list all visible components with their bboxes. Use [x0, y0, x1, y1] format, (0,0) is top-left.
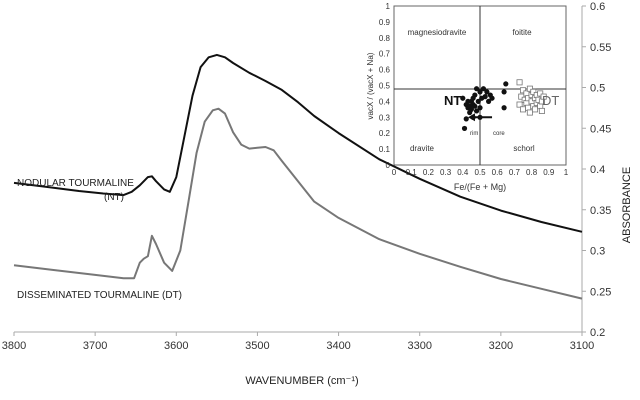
nt-point [460, 95, 466, 101]
inset-y-tick-label: 0.9 [379, 18, 391, 27]
main-x-tick-label: 3400 [326, 340, 350, 352]
main-y-tick-label: 0.6 [590, 1, 605, 13]
nt-point [482, 94, 488, 100]
main-y-tick-label: 0.55 [590, 42, 611, 54]
inset-x-tick-label: 0.5 [474, 168, 486, 177]
rim-core-arrowhead [467, 113, 475, 122]
main-x-ticks: 3800 3700 3600 3500 3400 3300 3200 3100 [2, 332, 594, 352]
region-label-dravite: dravite [410, 144, 435, 153]
main-chart: 3800 3700 3600 3500 3400 3300 3200 3100 0.2 0.25… [2, 1, 633, 387]
inset-y-tick-label: 0.6 [379, 66, 391, 75]
inset-x-tick-label: 0.3 [440, 168, 452, 177]
dt-point [526, 85, 533, 92]
annotation-nt-abbrev: (NT) [104, 192, 124, 203]
inset-y-axis-title: vacX / (vacX + Na) [366, 52, 375, 119]
arrow-label-core: core [493, 131, 505, 137]
inset-y-tick-label: 0.3 [379, 113, 391, 122]
dt-point [516, 101, 523, 108]
inset-x-ticks: 0 0.1 0.2 0.3 0.4 0.5 0.6 0.7 0.8 0.9 1 [392, 168, 569, 177]
main-x-tick-label: 3700 [83, 340, 107, 352]
main-x-tick-label: 3300 [407, 340, 431, 352]
dt-point [532, 106, 539, 113]
inset-y-tick-label: 1 [386, 2, 391, 11]
inset-chart: magnesiodravite foitite dravite schorl 0… [366, 2, 569, 192]
nt-point [473, 86, 480, 92]
dt-point [530, 88, 537, 95]
inset-y-tick-label: 0.1 [379, 145, 391, 154]
dt-point [537, 90, 544, 97]
main-y-tick-label: 0.4 [590, 164, 605, 176]
nt-point [480, 86, 487, 92]
dt-point [516, 79, 523, 86]
annotation-nt-name: NODULAR TOURMALINE [17, 178, 134, 189]
nt-point [501, 89, 507, 95]
main-y-tick-label: 0.5 [590, 83, 605, 95]
arrow-label-rim: rim [470, 131, 478, 137]
nt-point [463, 116, 469, 122]
inset-y-ticks: 0 0.1 0.2 0.3 0.4 0.5 0.6 0.7 0.8 0.9 1 [379, 2, 391, 170]
inset-x-tick-label: 0.8 [526, 168, 538, 177]
group-label-nt: NT [444, 93, 461, 108]
inset-x-tick-label: 0.6 [492, 168, 504, 177]
group-label-dt: DT [542, 93, 559, 108]
nt-point [472, 103, 478, 109]
nt-point [468, 106, 474, 112]
inset-x-tick-label: 0.2 [423, 168, 435, 177]
main-series [13, 53, 583, 300]
inset-y-tick-label: 0.2 [379, 129, 391, 138]
nt-point [486, 98, 492, 104]
annotation-dt-name: DISSEMINATED TOURMALINE (DT) [17, 290, 182, 301]
region-label-schorl: schorl [513, 144, 535, 153]
dt-point [538, 107, 545, 114]
nt-point [501, 105, 507, 111]
inset-x-tick-label: 0 [392, 168, 397, 177]
main-y-tick-label: 0.45 [590, 123, 611, 135]
inset-x-tick-label: 0.1 [406, 168, 418, 177]
main-x-tick-label: 3600 [164, 340, 188, 352]
nt-point [473, 108, 480, 114]
main-x-tick-label: 3100 [570, 340, 594, 352]
inset-x-tick-label: 0.7 [509, 168, 521, 177]
x-axis-title: WAVENUMBER (cm⁻¹) [245, 375, 358, 387]
main-x-tick-label: 3500 [245, 340, 269, 352]
inset-y-tick-label: 0.7 [379, 50, 391, 59]
main-x-tick-label: 3200 [489, 340, 513, 352]
nt-point [475, 98, 481, 104]
main-y-tick-label: 0.35 [590, 205, 611, 217]
inset-x-tick-label: 0.9 [543, 168, 555, 177]
inset-y-tick-label: 0.4 [379, 97, 391, 106]
dt-point [518, 93, 525, 100]
nt-point [484, 89, 490, 95]
dt-point [520, 87, 527, 94]
series-line-disseminated-tourmaline [13, 107, 583, 300]
region-label-foitite: foitite [512, 28, 532, 37]
dt-point [525, 95, 532, 102]
main-y-tick-label: 0.25 [590, 286, 611, 298]
dt-point [526, 109, 533, 116]
main-y-tick-label: 0.2 [590, 327, 605, 339]
inset-points [460, 79, 547, 132]
nt-point [477, 89, 483, 95]
series-line-nodular-tourmaline [13, 53, 583, 233]
inset-x-tick-label: 1 [564, 168, 569, 177]
nt-point [489, 95, 495, 101]
region-label-magnesiodravite: magnesiodravite [408, 28, 467, 37]
nt-point [477, 105, 483, 111]
dt-point [520, 106, 527, 113]
inset-y-tick-label: 0.5 [379, 82, 391, 91]
inset-x-tick-label: 0.4 [457, 168, 469, 177]
inset-y-tick-label: 0 [386, 161, 391, 170]
dt-point [540, 93, 547, 100]
main-y-ticks: 0.2 0.25 0.3 0.35 0.4 0.45 0.5 0.55 0.6 [582, 1, 611, 339]
nt-point [503, 81, 509, 87]
nt-point [472, 92, 478, 98]
main-y-tick-label: 0.3 [590, 246, 605, 258]
nt-point [461, 125, 468, 132]
main-x-tick-label: 3800 [2, 340, 26, 352]
inset-y-tick-label: 0.8 [379, 34, 391, 43]
y-axis-title: ABSORBANCE [621, 167, 633, 243]
inset-x-axis-title: Fe/(Fe + Mg) [454, 182, 506, 192]
